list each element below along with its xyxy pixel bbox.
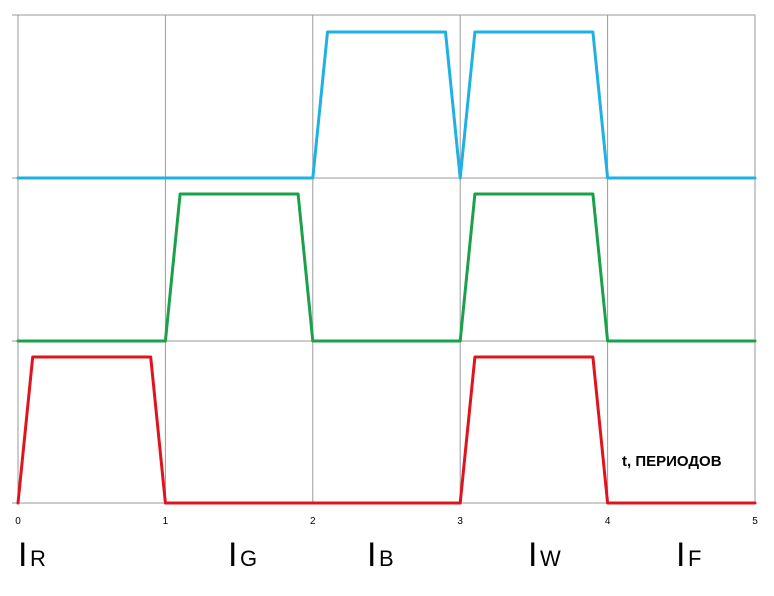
- x-tick-label: 4: [605, 516, 611, 527]
- phase-label-sub: F: [688, 546, 701, 571]
- phase-label-main: I: [367, 536, 376, 574]
- x-tick-labels: 0 1 2 3 4 5: [15, 516, 758, 527]
- phase-label-main: I: [676, 536, 685, 574]
- x-tick-label: 2: [310, 516, 316, 527]
- phase-label-main: I: [528, 536, 537, 574]
- series-line: [16, 355, 757, 505]
- x-axis-title: t, ПЕРИОДОВ: [622, 453, 722, 470]
- x-tick-label: 0: [15, 516, 21, 527]
- phase-label-sub: B: [379, 546, 394, 571]
- series-line: [16, 30, 757, 180]
- phase-label-main: I: [18, 536, 27, 574]
- phase-label-sub: G: [240, 546, 257, 571]
- phase-label-sub: R: [30, 546, 46, 571]
- x-tick-label: 1: [163, 516, 169, 527]
- x-tick-label: 5: [752, 516, 758, 527]
- series-lines: [16, 30, 757, 505]
- phase-label-main: I: [228, 536, 237, 574]
- x-tick-label: 3: [457, 516, 463, 527]
- phase-label-sub: W: [540, 546, 561, 571]
- series-line: [16, 192, 757, 343]
